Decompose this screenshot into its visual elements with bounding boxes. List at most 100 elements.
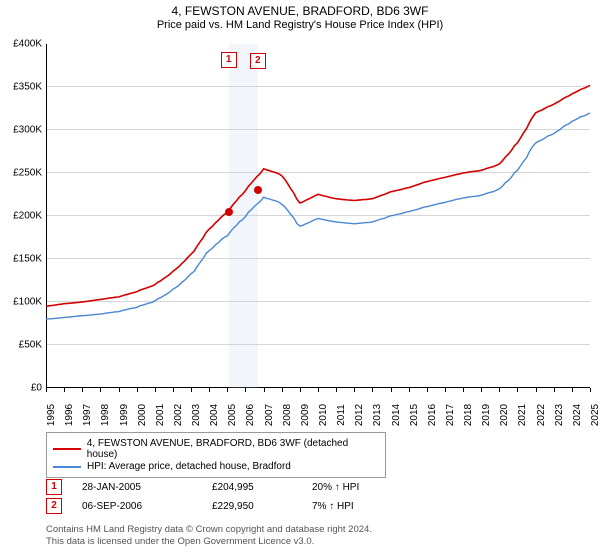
x-axis-tick (536, 388, 537, 392)
x-axis-label: 2021 (517, 404, 528, 426)
y-axis-label: £100K (0, 297, 42, 308)
x-axis-tick (463, 388, 464, 392)
chart-marker-dot-1 (225, 208, 233, 216)
x-axis-label: 2001 (155, 404, 166, 426)
x-axis-tick (119, 388, 120, 392)
x-axis-label: 2006 (245, 404, 256, 426)
x-axis-label: 1999 (119, 404, 130, 426)
x-axis-label: 2004 (209, 404, 220, 426)
x-axis-label: 2002 (173, 404, 184, 426)
transaction-price: £229,950 (212, 501, 312, 512)
y-axis-label: £150K (0, 254, 42, 265)
x-axis-tick (499, 388, 500, 392)
x-axis-tick (336, 388, 337, 392)
x-axis-tick (409, 388, 410, 392)
x-axis-label: 2015 (409, 404, 420, 426)
legend-item: 4, FEWSTON AVENUE, BRADFORD, BD6 3WF (de… (53, 438, 379, 460)
transaction-price: £204,995 (212, 482, 312, 493)
x-axis-tick (227, 388, 228, 392)
x-axis-tick (209, 388, 210, 392)
x-axis-tick (137, 388, 138, 392)
x-axis-label: 2003 (191, 404, 202, 426)
transaction-marker-box: 1 (46, 479, 62, 495)
x-axis-label: 2013 (372, 404, 383, 426)
x-axis-tick (391, 388, 392, 392)
x-axis-tick (372, 388, 373, 392)
x-axis-label: 2020 (499, 404, 510, 426)
x-axis-label: 2010 (318, 404, 329, 426)
x-axis-label: 2000 (137, 404, 148, 426)
chart-subtitle: Price paid vs. HM Land Registry's House … (0, 19, 600, 31)
y-axis-label: £50K (0, 340, 42, 351)
chart-marker-box-1: 1 (221, 52, 237, 68)
x-axis-tick (46, 388, 47, 392)
transaction-pct-vs-hpi: 7% ↑ HPI (312, 501, 422, 512)
series-property (46, 85, 590, 306)
legend-swatch (53, 466, 81, 468)
x-axis-tick (282, 388, 283, 392)
transactions-table: 1 28-JAN-2005£204,99520% ↑ HPI 2 06-SEP-200… (46, 476, 566, 517)
x-axis-label: 1998 (100, 404, 111, 426)
chart-footer: Contains HM Land Registry data © Crown c… (46, 524, 566, 549)
y-axis-label: £400K (0, 39, 42, 50)
x-axis-tick (318, 388, 319, 392)
legend-label: HPI: Average price, detached house, Brad… (87, 461, 291, 472)
footer-line-2: This data is licensed under the Open Gov… (46, 536, 566, 548)
legend-label: 4, FEWSTON AVENUE, BRADFORD, BD6 3WF (de… (87, 438, 379, 460)
x-axis-label: 1996 (64, 404, 75, 426)
x-axis-label: 2023 (554, 404, 565, 426)
y-axis-label: £250K (0, 168, 42, 179)
x-axis-tick (427, 388, 428, 392)
x-axis-label: 2008 (282, 404, 293, 426)
x-axis-label: 2011 (336, 404, 347, 426)
x-axis-tick (245, 388, 246, 392)
footer-line-1: Contains HM Land Registry data © Crown c… (46, 524, 566, 536)
chart-lines (46, 44, 590, 388)
x-axis-tick (445, 388, 446, 392)
x-axis-tick (64, 388, 65, 392)
legend-swatch (53, 448, 81, 450)
chart-marker-dot-2 (254, 186, 262, 194)
x-axis-label: 2014 (391, 404, 402, 426)
x-axis-label: 2009 (300, 404, 311, 426)
x-axis-label: 2018 (463, 404, 474, 426)
x-axis-tick (554, 388, 555, 392)
chart-marker-box-2: 2 (250, 53, 266, 69)
chart-title: 4, FEWSTON AVENUE, BRADFORD, BD6 3WF (0, 4, 600, 18)
x-axis-label: 2017 (445, 404, 456, 426)
x-axis-tick (155, 388, 156, 392)
y-axis-label: £300K (0, 125, 42, 136)
x-axis-label: 2024 (572, 404, 583, 426)
chart-legend: 4, FEWSTON AVENUE, BRADFORD, BD6 3WF (de… (46, 432, 386, 478)
transaction-date: 06-SEP-2006 (82, 501, 212, 512)
x-axis-tick (82, 388, 83, 392)
y-axis-label: £200K (0, 211, 42, 222)
x-axis-tick (300, 388, 301, 392)
x-axis-tick (264, 388, 265, 392)
x-axis-tick (100, 388, 101, 392)
x-axis-label: 2005 (227, 404, 238, 426)
transaction-date: 28-JAN-2005 (82, 482, 212, 493)
transaction-pct-vs-hpi: 20% ↑ HPI (312, 482, 422, 493)
transaction-row: 1 28-JAN-2005£204,99520% ↑ HPI (46, 479, 566, 495)
x-axis-label: 2019 (481, 404, 492, 426)
x-axis-tick (191, 388, 192, 392)
y-axis-label: £350K (0, 82, 42, 93)
x-axis-tick (481, 388, 482, 392)
x-axis-tick (590, 388, 591, 392)
x-axis-tick (572, 388, 573, 392)
x-axis-label: 2022 (536, 404, 547, 426)
legend-item: HPI: Average price, detached house, Brad… (53, 461, 379, 472)
x-axis-label: 1995 (46, 404, 57, 426)
transaction-row: 2 06-SEP-2006£229,9507% ↑ HPI (46, 498, 566, 514)
x-axis-tick (173, 388, 174, 392)
x-axis-label: 2007 (264, 404, 275, 426)
transaction-marker-box: 2 (46, 498, 62, 514)
series-hpi (46, 113, 590, 319)
y-axis-label: £0 (0, 383, 42, 394)
x-axis-label: 2016 (427, 404, 438, 426)
x-axis-label: 2025 (590, 404, 600, 426)
x-axis-label: 2012 (354, 404, 365, 426)
x-axis-tick (354, 388, 355, 392)
x-axis-tick (517, 388, 518, 392)
